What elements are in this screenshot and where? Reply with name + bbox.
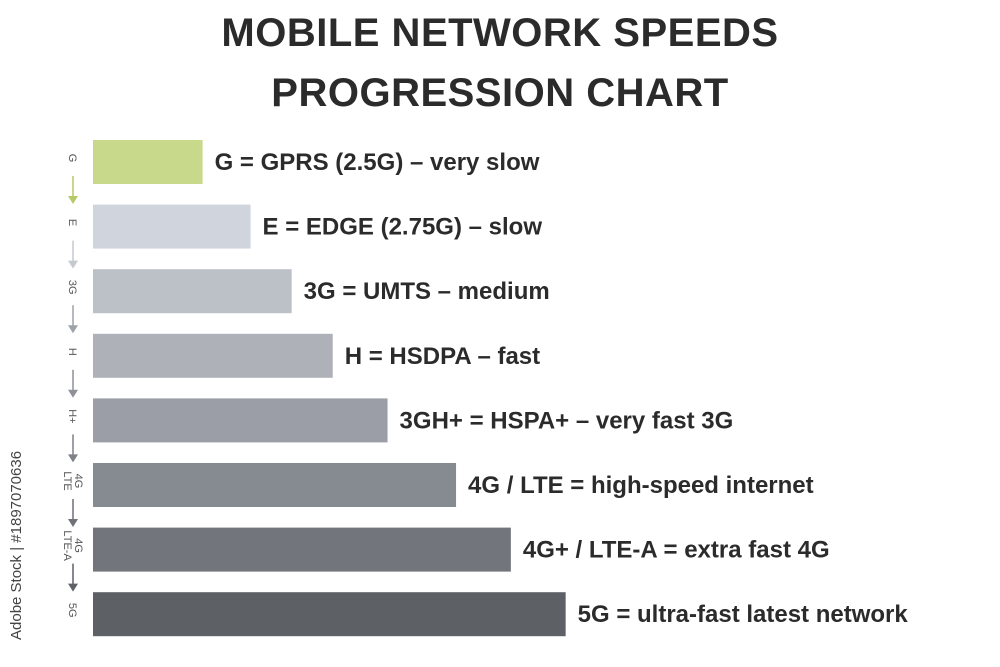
category-abbreviation: H xyxy=(66,348,78,356)
chart-title-line-1: MOBILE NETWORK SPEEDS xyxy=(221,11,779,55)
arrow-down-icon xyxy=(68,325,78,334)
bar xyxy=(93,527,511,572)
bar-row: 3GH+ = HSPA+ – very fast 3G H+ xyxy=(66,398,734,463)
bar xyxy=(93,398,388,443)
category-abbreviation: 4GLTE xyxy=(61,471,84,490)
category-abbreviation: 3G xyxy=(66,280,78,295)
arrow-down-icon xyxy=(68,519,78,527)
arrow-down-icon xyxy=(68,196,78,204)
bar-row: E = EDGE (2.75G) – slow E xyxy=(66,204,543,269)
bar-row: 4G+ / LTE-A = extra fast 4G 4GLTE-A xyxy=(61,527,830,592)
category-abbreviation: 4GLTE-A xyxy=(61,530,84,561)
bar-row: 5G = ultra-fast latest network 5G xyxy=(66,592,909,637)
category-abbreviation: 5G xyxy=(66,603,78,618)
category-abbreviation: H+ xyxy=(66,409,78,423)
chart-title-line-2: PROGRESSION CHART xyxy=(271,71,729,115)
arrow-down-icon xyxy=(68,260,78,269)
bar-row: G = GPRS (2.5G) – very slow G xyxy=(66,140,540,204)
bar-row: 3G = UMTS – medium 3G xyxy=(66,269,550,334)
bar-label: G = GPRS (2.5G) – very slow xyxy=(215,149,540,176)
arrow-down-icon xyxy=(68,389,78,398)
bar-label: H = HSDPA – fast xyxy=(345,343,540,370)
arrow-down-icon xyxy=(68,583,78,592)
side-credit-text: Adobe Stock | #1897070636 xyxy=(8,450,25,640)
bar xyxy=(93,463,457,507)
bar xyxy=(93,333,333,378)
category-abbreviation: G xyxy=(66,154,78,163)
bar xyxy=(93,269,292,314)
bar-label: 4G+ / LTE-A = extra fast 4G xyxy=(523,537,830,564)
bar-row: 4G / LTE = high-speed internet 4GLTE xyxy=(61,463,814,527)
bar-label: 3GH+ = HSPA+ – very fast 3G xyxy=(400,407,734,434)
bar-label: E = EDGE (2.75G) – slow xyxy=(263,214,543,241)
bar-label: 3G = UMTS – medium xyxy=(304,278,550,305)
bar xyxy=(93,204,251,249)
arrow-down-icon xyxy=(68,454,78,463)
bar-label: 5G = ultra-fast latest network xyxy=(578,601,909,628)
category-abbreviation: E xyxy=(66,219,78,226)
bar-row: H = HSDPA – fast H xyxy=(66,333,540,398)
bar-label: 4G / LTE = high-speed internet xyxy=(468,472,814,499)
bar xyxy=(93,592,566,637)
bar xyxy=(93,140,203,184)
